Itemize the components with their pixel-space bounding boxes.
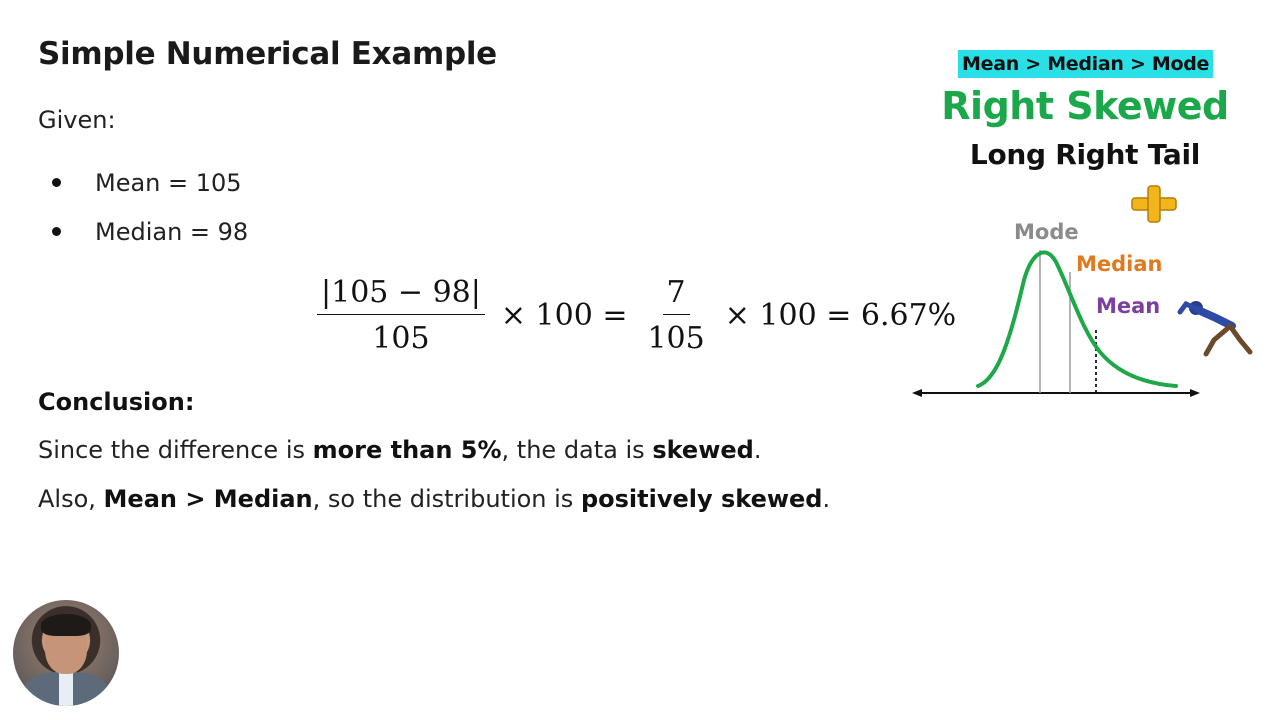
text: , the data is	[501, 436, 653, 464]
formula: |105 − 98| 105 × 100 = 7 105 × 100 = 6.6…	[313, 270, 968, 360]
text: Also,	[38, 485, 104, 513]
skew-badge: Mean > Median > Mode	[958, 50, 1214, 78]
list-item: Mean = 105	[52, 158, 248, 207]
runner-figure	[1177, 300, 1253, 357]
skew-heading: Right Skewed	[941, 84, 1229, 128]
presenter-avatar	[13, 600, 119, 706]
mode-label: Mode	[1014, 220, 1079, 244]
plus-icon	[1131, 185, 1177, 223]
formula-operator-1: × 100 =	[500, 297, 628, 333]
given-median: Median = 98	[95, 217, 249, 246]
fraction-1: |105 − 98| 105	[317, 275, 485, 356]
fraction-2: 7 105	[643, 275, 708, 356]
bullet-icon	[52, 227, 61, 236]
median-label: Median	[1076, 252, 1163, 276]
given-label: Given:	[38, 106, 116, 134]
skew-subheading: Long Right Tail	[969, 138, 1201, 171]
mean-label: Mean	[1096, 294, 1161, 318]
fraction-2-denominator: 105	[647, 320, 705, 356]
emphasis: skewed	[652, 436, 754, 464]
conclusion-line-2: Also, Mean > Median, so the distribution…	[38, 485, 830, 513]
bullet-icon	[52, 178, 61, 187]
axis-arrow	[912, 389, 1200, 397]
text: Since the difference is	[38, 436, 313, 464]
avatar-hair	[41, 614, 91, 636]
given-mean: Mean = 105	[95, 168, 242, 197]
emphasis: more than 5%	[312, 436, 502, 464]
fraction-1-numerator: |105 − 98|	[317, 275, 485, 315]
slide-title: Simple Numerical Example	[38, 36, 497, 72]
skew-curve-illustration	[912, 185, 1253, 397]
fraction-2-numerator: 7	[662, 275, 690, 315]
fraction-1-denominator: 105	[372, 320, 430, 356]
formula-operator-2: × 100 = 6.67%	[724, 297, 957, 333]
text: .	[753, 436, 762, 464]
given-list: Mean = 105 Median = 98	[52, 158, 248, 256]
emphasis: Mean > Median	[103, 485, 313, 513]
avatar-shirt	[59, 672, 73, 706]
text: .	[822, 485, 831, 513]
list-item: Median = 98	[52, 207, 248, 256]
skew-curve	[976, 250, 1178, 388]
emphasis: positively skewed	[580, 485, 823, 513]
conclusion-label: Conclusion:	[38, 388, 195, 416]
conclusion-line-1: Since the difference is more than 5%, th…	[38, 436, 761, 464]
text: , so the distribution is	[312, 485, 581, 513]
